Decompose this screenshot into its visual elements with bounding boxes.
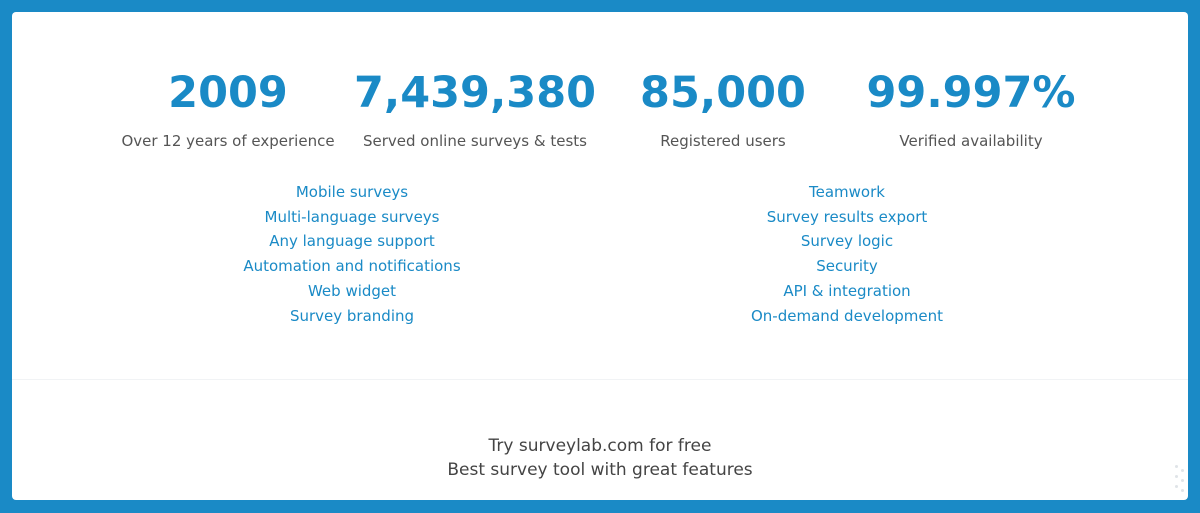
stat-label: Verified availability bbox=[899, 132, 1043, 150]
feature-link-multi-language-surveys[interactable]: Multi-language surveys bbox=[264, 207, 440, 226]
stat-value: 85,000 bbox=[640, 68, 806, 118]
stat-value: 7,439,380 bbox=[353, 68, 597, 118]
stat-label: Over 12 years of experience bbox=[121, 132, 335, 150]
feature-link-any-language-support[interactable]: Any language support bbox=[269, 232, 435, 251]
stat-value: 99.997% bbox=[866, 68, 1076, 118]
stat-label: Served online surveys & tests bbox=[363, 132, 587, 150]
feature-link-api-integration[interactable]: API & integration bbox=[783, 281, 911, 300]
content-card: 2009 Over 12 years of experience 7,439,3… bbox=[12, 12, 1188, 500]
stats-row: 2009 Over 12 years of experience 7,439,3… bbox=[12, 12, 1188, 172]
stat-value: 2009 bbox=[168, 68, 288, 118]
feature-link-automation-notifications[interactable]: Automation and notifications bbox=[243, 257, 461, 276]
cta-line-secondary: Best survey tool with great features bbox=[447, 460, 753, 480]
feature-link-security[interactable]: Security bbox=[816, 257, 878, 276]
feature-link-survey-logic[interactable]: Survey logic bbox=[800, 232, 894, 251]
feature-link-mobile-surveys[interactable]: Mobile surveys bbox=[295, 183, 409, 201]
feature-link-on-demand-development[interactable]: On-demand development bbox=[750, 306, 944, 325]
features-list-left: Mobile surveys Multi-language surveys An… bbox=[202, 180, 502, 328]
feature-link-survey-results-export[interactable]: Survey results export bbox=[766, 207, 928, 226]
cta-line-primary: Try surveylab.com for free bbox=[488, 436, 712, 456]
feature-link-teamwork[interactable]: Teamwork bbox=[809, 183, 885, 201]
stat-label: Registered users bbox=[660, 132, 786, 150]
cta-block: Try surveylab.com for free Best survey t… bbox=[12, 434, 1188, 482]
feature-link-survey-branding[interactable]: Survey branding bbox=[289, 306, 415, 325]
section-divider bbox=[12, 379, 1188, 380]
resize-handle-icon bbox=[1172, 458, 1188, 498]
features-list-right: Teamwork Survey results export Survey lo… bbox=[697, 180, 997, 328]
feature-link-web-widget[interactable]: Web widget bbox=[307, 281, 397, 300]
